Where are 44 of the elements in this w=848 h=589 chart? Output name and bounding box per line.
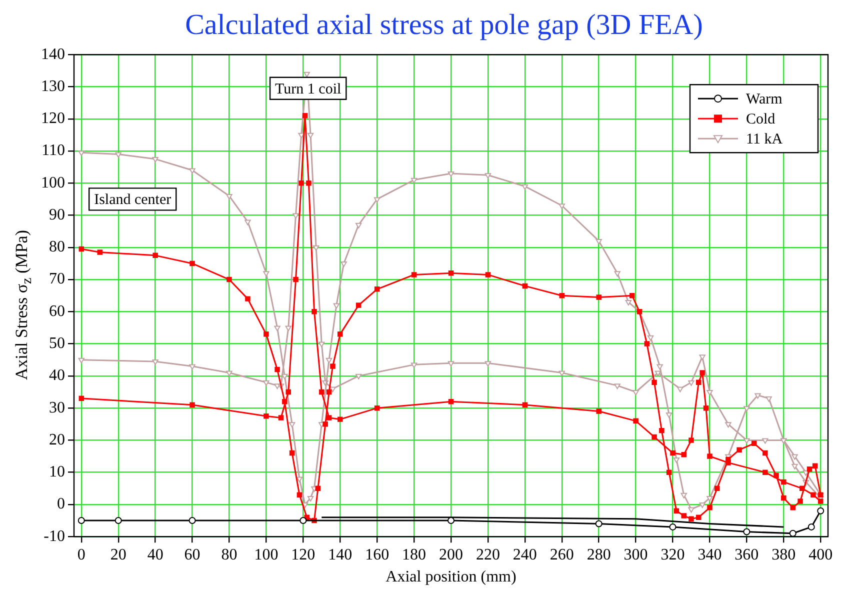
y-tick-label: 70 [49,270,65,288]
y-tick-label: 130 [41,78,65,95]
x-tick-label: 20 [110,546,126,564]
x-tick-label: 80 [221,546,238,564]
y-tick-label: 20 [49,431,65,448]
x-tick-label: 100 [254,546,278,564]
x-tick-label: 180 [402,546,426,564]
x-tick-label: 240 [512,546,537,564]
chart-title: Calculated axial stress at pole gap (3D FEA) [184,8,704,42]
legend-label: Warm [746,92,783,108]
y-tick-label: 10 [49,464,65,481]
x-axis-title: Axial position (mm) [386,568,516,586]
x-tick-label: 120 [291,546,316,564]
annotation: Turn 1 coil [275,81,342,98]
x-tick-label: 300 [624,546,648,564]
x-tick-label: 380 [772,546,796,564]
x-tick-label: 60 [184,546,200,564]
x-tick-label: 260 [550,546,574,564]
x-tick-label: 140 [328,546,352,564]
y-tick-label: 100 [41,174,65,192]
x-tick-label: 220 [476,546,500,564]
y-tick-label: 50 [49,335,65,352]
y-tick-label: 0 [57,496,65,513]
x-tick-label: 360 [734,546,759,564]
y-tick-label: 30 [49,399,65,416]
y-tick-label: 140 [41,46,65,63]
x-tick-label: 280 [586,546,611,564]
x-tick-label: 0 [77,546,86,564]
y-tick-label: 120 [41,110,65,128]
x-tick-label: 160 [365,546,390,564]
legend-label: Cold [746,112,776,128]
y-tick-label: 40 [49,367,65,384]
y-tick-label: 110 [42,142,65,160]
y-tick-label: 60 [49,302,65,320]
x-tick-label: 400 [808,546,833,564]
legend-label: 11 kA [746,132,783,148]
y-tick-label: 90 [49,206,65,224]
x-tick-label: 40 [147,546,164,564]
annotation: Island center [94,192,172,208]
y-tick-label: 80 [49,238,65,256]
y-tick-label: -10 [44,528,65,545]
x-tick-label: 320 [660,546,685,564]
x-tick-label: 200 [439,546,463,564]
x-tick-label: 340 [698,546,722,564]
